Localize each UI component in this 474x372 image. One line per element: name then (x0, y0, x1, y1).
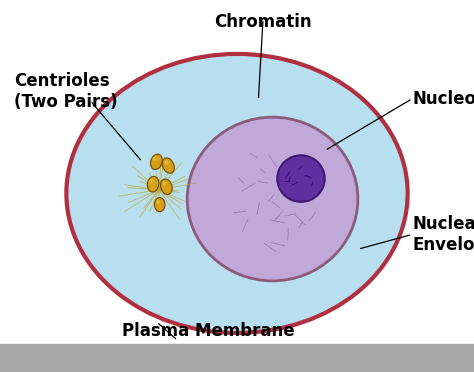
Ellipse shape (147, 176, 159, 192)
Text: Plasma Membrane: Plasma Membrane (122, 323, 295, 340)
Ellipse shape (156, 199, 160, 204)
Ellipse shape (66, 54, 408, 333)
Ellipse shape (164, 160, 168, 165)
Ellipse shape (162, 158, 174, 173)
Ellipse shape (149, 179, 153, 183)
Text: Nuclear
Envelope: Nuclear Envelope (412, 215, 474, 254)
Ellipse shape (161, 179, 172, 195)
Ellipse shape (187, 117, 358, 281)
Bar (0, 344, 474, 372)
Ellipse shape (155, 198, 165, 212)
Ellipse shape (153, 157, 156, 161)
Ellipse shape (163, 182, 166, 186)
Text: Centrioles
(Two Pairs): Centrioles (Two Pairs) (14, 72, 118, 110)
Text: Nucleolus: Nucleolus (412, 90, 474, 108)
Ellipse shape (151, 154, 162, 170)
Text: Chromatin: Chromatin (214, 13, 312, 31)
Ellipse shape (277, 155, 325, 202)
